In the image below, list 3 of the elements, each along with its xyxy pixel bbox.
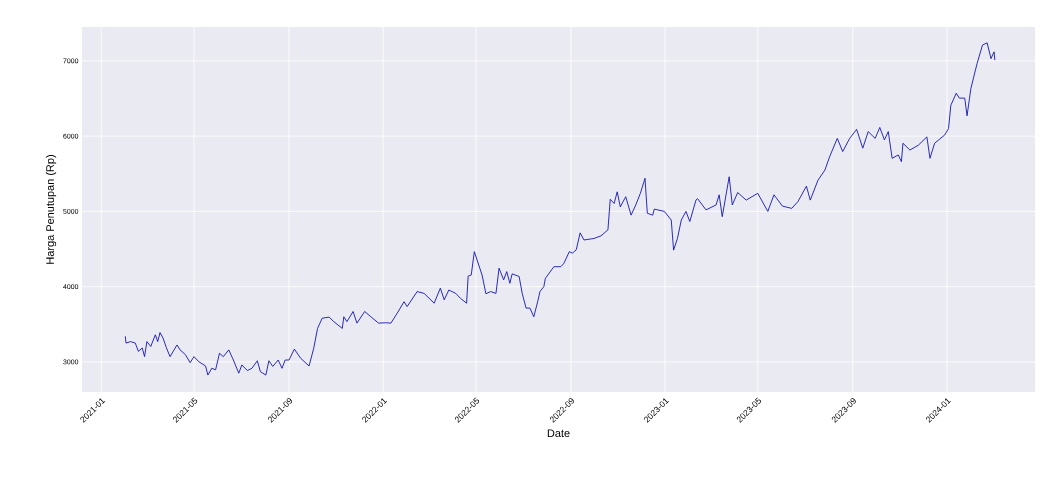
y-axis-title: Harga Penutupan (Rp) [45,155,57,264]
line-series [124,42,996,376]
x-axis-title: Date [547,429,570,438]
